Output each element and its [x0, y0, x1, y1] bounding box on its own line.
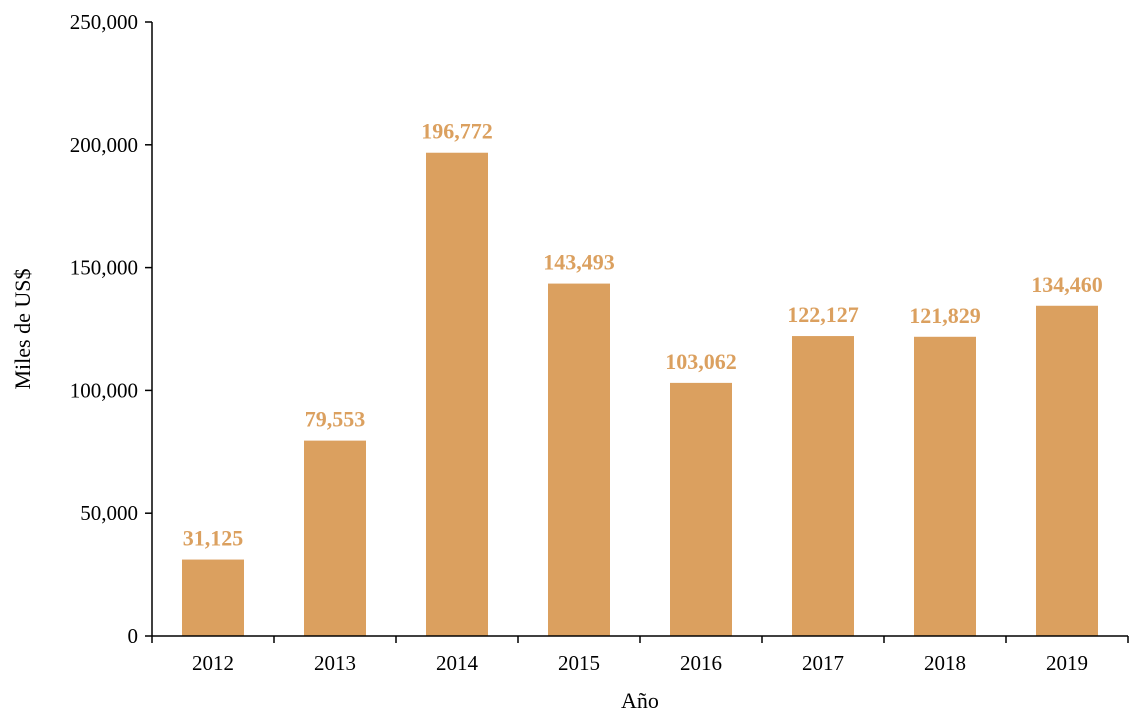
- y-axis-title: Miles de US$: [10, 269, 35, 390]
- data-label-2014: 196,772: [421, 119, 493, 144]
- x-axis-title: Año: [621, 688, 659, 713]
- bar-2013: [304, 440, 366, 636]
- bar-2016: [670, 382, 732, 636]
- y-tick-label: 250,000: [70, 10, 138, 34]
- bar-2018: [914, 336, 976, 636]
- x-ticks-layer: 2012 2013 2014 2015 2016 2017 2018 2019: [151, 636, 1129, 675]
- x-tick-label-2015: 2015: [558, 651, 600, 675]
- bars-layer: [182, 152, 1098, 636]
- x-tick-label-2013: 2013: [314, 651, 356, 675]
- bar-2015: [548, 283, 610, 636]
- bar-2012: [182, 559, 244, 636]
- bar-2019: [1036, 305, 1098, 636]
- bar-2014: [426, 152, 488, 636]
- x-tick-label-2017: 2017: [802, 651, 844, 675]
- y-ticks-layer: 0 50,000 100,000 150,000 200,000 250,000: [70, 10, 152, 648]
- bar-2017: [792, 336, 854, 636]
- x-tick-label-2019: 2019: [1046, 651, 1088, 675]
- y-tick-label: 200,000: [70, 133, 138, 157]
- data-label-2016: 103,062: [665, 349, 737, 374]
- x-tick-label-2016: 2016: [680, 651, 722, 675]
- x-tick-label-2012: 2012: [192, 651, 234, 675]
- data-label-2012: 31,125: [183, 526, 244, 551]
- y-tick-label: 150,000: [70, 256, 138, 280]
- x-tick-label-2018: 2018: [924, 651, 966, 675]
- x-tick-label-2014: 2014: [436, 651, 479, 675]
- data-labels-layer: 31,125 79,553 196,772 143,493 103,062 122,127…: [183, 119, 1103, 551]
- data-label-2019: 134,460: [1031, 272, 1103, 297]
- data-label-2015: 143,493: [543, 250, 615, 275]
- y-tick-label: 50,000: [80, 501, 138, 525]
- data-label-2018: 121,829: [909, 303, 981, 328]
- data-label-2013: 79,553: [305, 407, 366, 432]
- y-tick-label: 100,000: [70, 378, 138, 402]
- data-label-2017: 122,127: [787, 302, 859, 327]
- axes-layer: [151, 22, 1128, 637]
- y-tick-label: 0: [128, 624, 139, 648]
